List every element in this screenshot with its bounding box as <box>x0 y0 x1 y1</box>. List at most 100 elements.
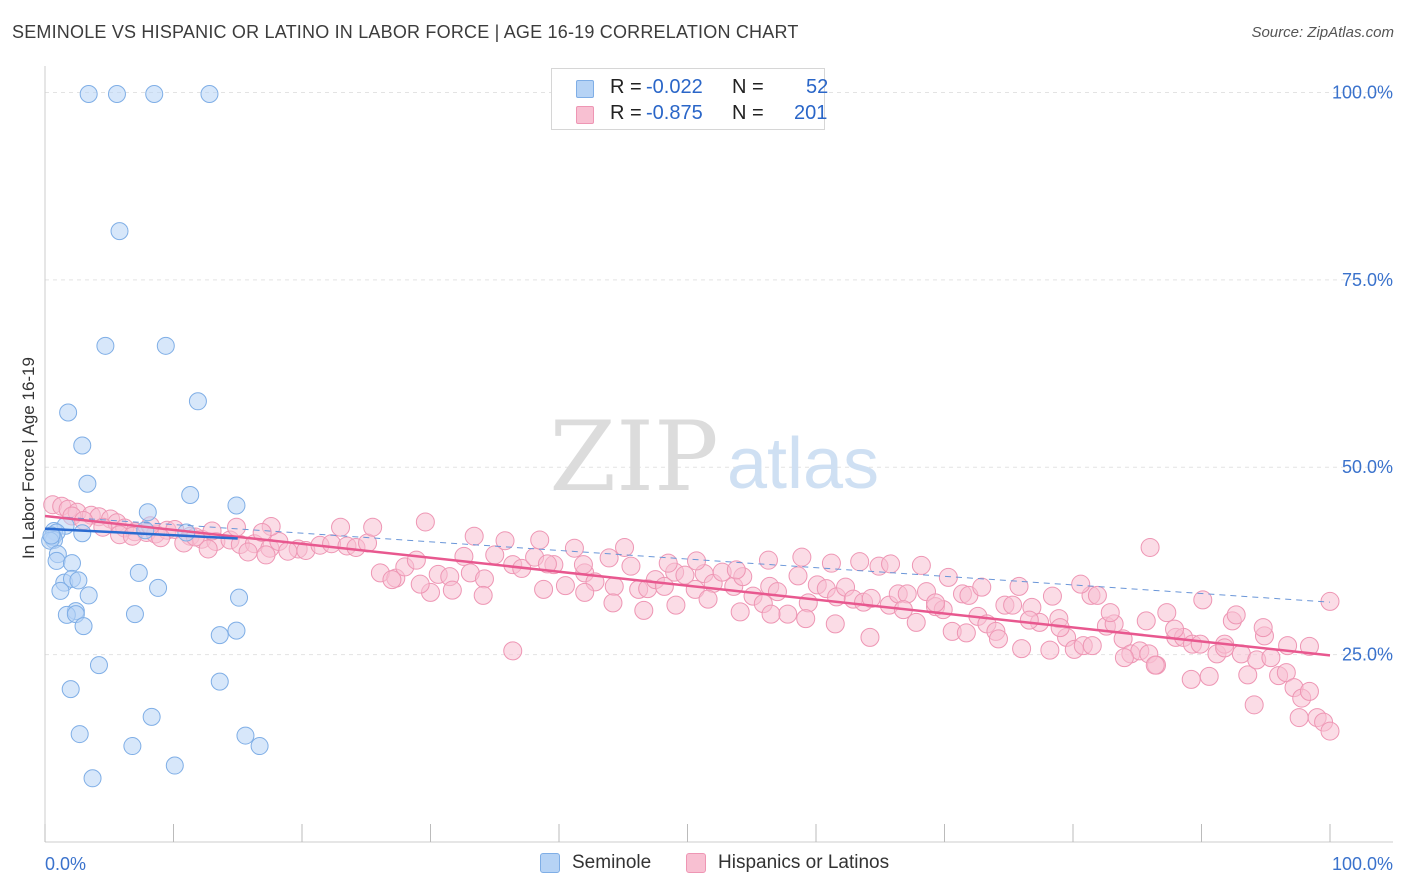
hispanic-point <box>1215 638 1235 658</box>
hispanic-point <box>1145 655 1165 675</box>
hispanic-point <box>686 551 706 571</box>
hispanic-trend-line <box>44 514 1331 657</box>
seminole-point <box>129 563 148 582</box>
n-label: N = <box>732 76 764 98</box>
hispanic-point <box>956 623 976 643</box>
hispanic-point <box>382 570 402 590</box>
hispanic-point <box>1009 576 1029 596</box>
seminole-point <box>74 617 93 636</box>
hispanic-point <box>537 554 557 574</box>
hispanic-point <box>767 582 787 602</box>
hispanic-point <box>1082 636 1102 656</box>
hispanic-point <box>1199 666 1219 686</box>
y-tick-label: 100.0% <box>1332 82 1393 102</box>
hispanic-point <box>758 550 778 570</box>
hispanic-point <box>850 552 870 572</box>
seminole-point <box>51 581 70 600</box>
zipatlas-watermark: ZIP atlas <box>549 401 879 513</box>
hispanic-point <box>575 582 595 602</box>
hispanic-point <box>1114 648 1134 668</box>
seminole-point <box>59 403 78 422</box>
seminole-point <box>181 485 200 504</box>
seminole-point <box>210 626 229 645</box>
hispanic-point <box>926 593 946 613</box>
seminole-point <box>227 496 246 515</box>
hispanic-point <box>1040 640 1060 660</box>
hispanic-point <box>1253 618 1273 638</box>
seminole-point <box>188 392 207 411</box>
hispanic-point <box>1299 636 1319 656</box>
hispanic-legend-swatch <box>686 853 706 873</box>
hispanic-point <box>634 600 654 620</box>
hispanic-point <box>473 585 493 605</box>
tick-labels: 25.0% 50.0% 75.0% 100.0% 0.0% 100.0% <box>45 82 1393 874</box>
hispanic-point <box>226 517 246 537</box>
hispanic-point <box>897 584 917 604</box>
seminole-point <box>110 222 129 241</box>
stats-legend: R = -0.022 N = 52 R = -0.875 N = 201 <box>551 68 828 130</box>
seminole-point <box>107 84 126 103</box>
hispanic-point <box>658 553 678 573</box>
hispanic-point <box>796 609 816 629</box>
hispanic-point <box>1003 595 1023 615</box>
seminole-point <box>230 588 249 607</box>
hispanic-point <box>599 548 619 568</box>
hispanic-point <box>730 602 750 622</box>
hispanic-point <box>1165 619 1185 639</box>
seminole-point <box>125 605 144 624</box>
r-value: -0.875 <box>646 102 703 124</box>
hispanic-point <box>666 595 686 615</box>
hispanic-point <box>1299 681 1319 701</box>
seminole-point <box>149 578 168 597</box>
hispanic-point <box>442 580 462 600</box>
hispanic-swatch <box>576 106 594 124</box>
hispanic-point <box>604 576 624 596</box>
hispanic-point <box>363 517 383 537</box>
hispanic-point <box>761 604 781 624</box>
seminole-legend-label: Seminole <box>572 852 652 873</box>
seminole-point <box>89 656 108 675</box>
seminole-point <box>96 336 115 355</box>
hispanic-point <box>252 522 272 542</box>
hispanic-point <box>1190 634 1210 654</box>
source-label: Source: ZipAtlas.com <box>1251 24 1394 41</box>
seminole-point <box>79 84 98 103</box>
seminole-swatch <box>576 80 594 98</box>
chart-title: SEMINOLE VS HISPANIC OR LATINO IN LABOR … <box>12 22 799 42</box>
hispanic-point <box>1071 574 1091 594</box>
hispanic-point <box>573 555 593 575</box>
hispanic-point <box>1261 648 1281 668</box>
watermark-zip: ZIP <box>549 401 718 513</box>
seminole-point <box>61 680 80 699</box>
hispanic-point <box>621 556 641 576</box>
hispanic-point <box>1320 721 1340 741</box>
hispanic-point <box>1157 603 1177 623</box>
hispanic-point <box>555 576 575 596</box>
hispanic-point <box>615 537 635 557</box>
seminole-point <box>47 551 66 570</box>
hispanic-point <box>1100 603 1120 623</box>
hispanic-point <box>911 555 931 575</box>
trend-lines <box>44 514 1331 657</box>
seminole-points <box>41 84 269 788</box>
hispanic-point <box>881 554 901 574</box>
hispanic-legend-label: Hispanics or Latinos <box>718 852 890 873</box>
hispanic-point <box>788 566 808 586</box>
hispanic-point <box>906 612 926 632</box>
hispanic-point <box>331 517 351 537</box>
seminole-point <box>79 586 98 605</box>
seminole-trend-line <box>44 527 238 540</box>
hispanic-point <box>1140 537 1160 557</box>
seminole-point <box>227 621 246 640</box>
hispanic-point <box>238 542 258 562</box>
seminole-point <box>83 769 102 788</box>
hispanic-point <box>726 560 746 580</box>
hispanic-point <box>778 604 798 624</box>
r-value: -0.022 <box>646 76 703 98</box>
hispanic-point <box>603 593 623 613</box>
hispanic-point <box>530 530 550 550</box>
hispanic-point <box>534 579 554 599</box>
hispanic-point <box>798 593 818 613</box>
axes <box>44 66 1393 843</box>
